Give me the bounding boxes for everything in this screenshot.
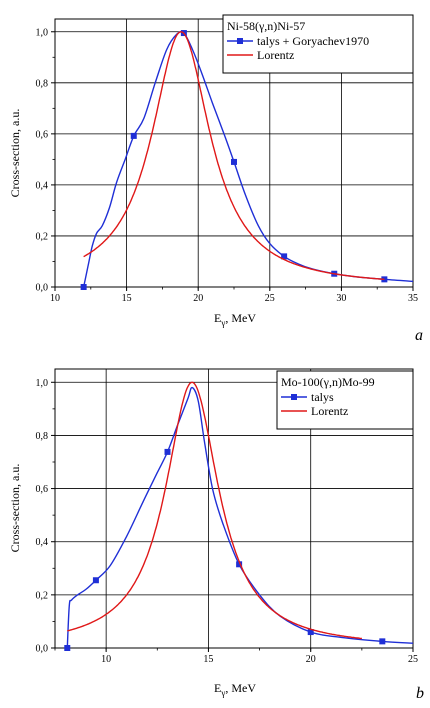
plot-frame (54, 368, 414, 649)
y-tick-label: 0,6 (36, 484, 49, 495)
panel-label: b (416, 685, 424, 702)
legend-title: Ni-58(γ,n)Ni-57 (227, 19, 305, 33)
x-tick-label: 35 (408, 293, 418, 304)
x-axis-label: Eγ, MeV (214, 681, 256, 698)
x-tick-label: 15 (122, 293, 132, 304)
x-tick-label: 10 (101, 654, 111, 665)
data-point (164, 448, 171, 455)
y-axis-label: Cross-section, a.u. (8, 109, 22, 198)
data-point (92, 577, 99, 584)
series-line-lorentz (83, 31, 385, 280)
legend-entry: Lorentz (311, 404, 348, 418)
x-axis-label-unit: , MeV (225, 681, 256, 695)
y-tick-label: 0,0 (36, 644, 49, 655)
data-point (130, 132, 137, 139)
y-tick-label: 0,4 (36, 180, 49, 191)
legend-entry: talys + Goryachev1970 (257, 34, 369, 48)
y-tick-label: 1,0 (36, 378, 49, 389)
legend-entry: Lorentz (257, 48, 294, 62)
x-tick-label: 30 (336, 293, 346, 304)
legend-title: Mo-100(γ,n)Mo-99 (281, 375, 375, 389)
panel-label: a (415, 327, 423, 344)
y-axis-label: Cross-section, a.u. (8, 464, 22, 553)
x-tick-label: 10 (50, 293, 60, 304)
x-tick-label: 25 (408, 654, 418, 665)
legend-box (222, 14, 414, 74)
series-line-lorentz (67, 381, 362, 640)
chart-panel-b: 10 15 20 25 0,0 0,2 0,4 0,6 0,8 1,0 Mo-100(γ,n)Mo-… (8, 368, 424, 702)
y-tick-label: 0,4 (36, 537, 49, 548)
data-point (80, 284, 87, 290)
data-point (379, 638, 386, 645)
y-tick-label: 0,6 (36, 129, 49, 140)
data-point (231, 158, 237, 165)
x-axis-label-main: E (214, 681, 221, 695)
y-tick-label: 1,0 (36, 27, 49, 38)
data-point (64, 645, 71, 651)
x-axis-label-main: E (214, 311, 221, 325)
chart-panel-a: 10 15 20 25 30 35 0,0 0,2 0,4 0,6 0,8 1,0 Ni-58(γ,n)… (8, 14, 423, 344)
data-point (307, 629, 314, 636)
x-tick-label: 20 (306, 654, 316, 665)
x-tick-label: 20 (193, 293, 203, 304)
data-point (281, 253, 288, 260)
legend-box (276, 370, 414, 430)
y-tick-label: 0,2 (36, 590, 49, 601)
x-tick-label: 15 (203, 654, 213, 665)
x-tick-label: 25 (265, 293, 275, 304)
legend-swatch-marker (291, 394, 297, 400)
y-tick-label: 0,8 (36, 431, 49, 442)
series-line-talys (82, 30, 414, 288)
x-axis-label-unit: , MeV (225, 311, 256, 325)
data-point (236, 561, 243, 568)
legend-entry: talys (311, 390, 334, 404)
y-tick-label: 0,0 (36, 283, 49, 294)
y-tick-label: 0,2 (36, 231, 49, 242)
x-axis-label-sub: γ (220, 318, 225, 328)
legend-swatch-marker (237, 38, 243, 44)
x-axis-label-sub: γ (220, 688, 225, 698)
x-axis-label: Eγ, MeV (214, 311, 256, 328)
y-tick-label: 0,8 (36, 78, 49, 89)
